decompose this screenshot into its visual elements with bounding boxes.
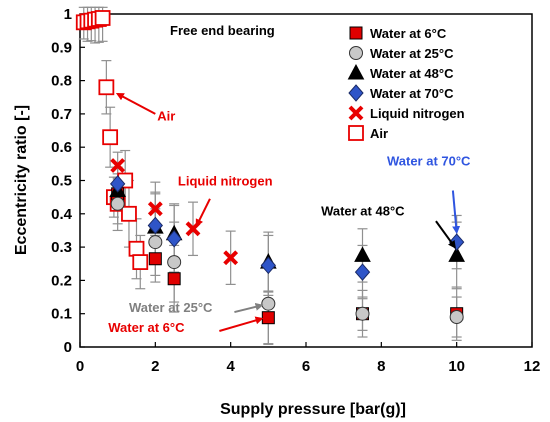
data-point	[132, 254, 149, 270]
series-3	[110, 175, 465, 281]
data-point	[354, 263, 371, 281]
y-tick-label: 0.3	[51, 239, 72, 256]
legend: Water at 6°C Water at 25°C Water at 48°C Wa…	[347, 26, 465, 141]
data-point	[110, 175, 126, 193]
annotation-arrow	[451, 190, 461, 235]
y-tick-label: 0.5	[51, 173, 72, 190]
y-tick-label: 0.1	[51, 306, 72, 323]
y-tick-label: 0.6	[51, 139, 72, 156]
data-point	[94, 10, 111, 26]
data-point	[355, 306, 370, 321]
data-point	[148, 235, 163, 250]
data-point	[260, 256, 276, 275]
data-point	[147, 216, 163, 235]
data-point	[354, 246, 371, 262]
y-tick-label: 0.8	[51, 73, 72, 90]
data-point	[167, 272, 181, 286]
data-point	[110, 158, 126, 173]
y-tick-label: 0.7	[51, 106, 72, 123]
y-tick-label: 0.2	[51, 272, 72, 289]
x-tick-label: 2	[151, 358, 159, 375]
legend-marker	[348, 84, 364, 102]
x-tick-label: 4	[226, 358, 235, 375]
x-tick-label: 12	[524, 358, 541, 375]
plot-frame	[79, 13, 533, 348]
data-point	[148, 252, 162, 266]
y-tick-label: 0	[64, 339, 72, 356]
annotation-label: Air	[157, 109, 175, 124]
data-points	[75, 10, 466, 325]
axes: 0 2 4 6 8 10 12 0 0.1 0.2 0.3 0.4 0.5 0.6 0.7 0.8 0.9 1	[51, 6, 540, 375]
series-5	[75, 10, 149, 270]
annotation-arrow	[234, 302, 264, 314]
data-point	[223, 250, 239, 266]
x-tick-label: 0	[76, 358, 84, 375]
data-point	[449, 310, 464, 325]
x-axis-label: Supply pressure [bar(g)]	[220, 401, 406, 418]
annotation-label: Water at 25°C	[129, 300, 213, 315]
x-tick-label: 8	[377, 358, 385, 375]
data-point	[448, 246, 466, 262]
data-point	[98, 79, 115, 96]
y-axis-label: Eccentricity ratio [-]	[13, 105, 30, 255]
annotation-arrow	[115, 92, 156, 115]
legend-marker	[349, 26, 363, 40]
data-point	[166, 230, 182, 248]
series-2	[109, 181, 466, 269]
x-tick-label: 6	[302, 358, 310, 375]
legend-marker	[348, 125, 364, 141]
legend-label: Air	[370, 126, 388, 141]
legend-label: Water at 25°C	[370, 46, 454, 61]
legend-marker	[349, 46, 363, 60]
annotation-label: Liquid nitrogen	[178, 173, 273, 188]
annotation-label: Water at 70°C	[387, 154, 471, 169]
legend-label: Water at 70°C	[370, 86, 454, 101]
legend-label: Water at 48°C	[370, 66, 454, 81]
x-tick-label: 10	[448, 358, 465, 375]
legend-marker	[348, 105, 364, 121]
data-point	[121, 205, 137, 222]
data-point	[110, 196, 125, 211]
legend-label: Water at 6°C	[370, 26, 447, 41]
data-point	[128, 240, 145, 257]
inset-label: Free end bearing	[170, 23, 275, 38]
annotation-label: Water at 6°C	[108, 320, 185, 335]
y-tick-label: 0.4	[51, 206, 73, 223]
y-tick-label: 0.9	[51, 39, 72, 56]
data-point	[261, 311, 275, 325]
data-point	[147, 201, 163, 217]
series-1	[110, 196, 464, 325]
legend-label: Liquid nitrogen	[370, 106, 465, 121]
legend-marker	[347, 63, 365, 80]
data-point	[261, 296, 276, 311]
annotations: Air Liquid nitrogen Water at 25°C Water at …	[108, 92, 471, 335]
y-tick-label: 1	[64, 6, 72, 23]
annotation-label: Water at 48°C	[321, 203, 405, 218]
data-point	[167, 255, 182, 270]
annotation-arrow	[435, 220, 456, 249]
annotation-arrow	[195, 198, 211, 228]
annotation-arrow	[219, 316, 264, 332]
data-point	[102, 129, 119, 146]
